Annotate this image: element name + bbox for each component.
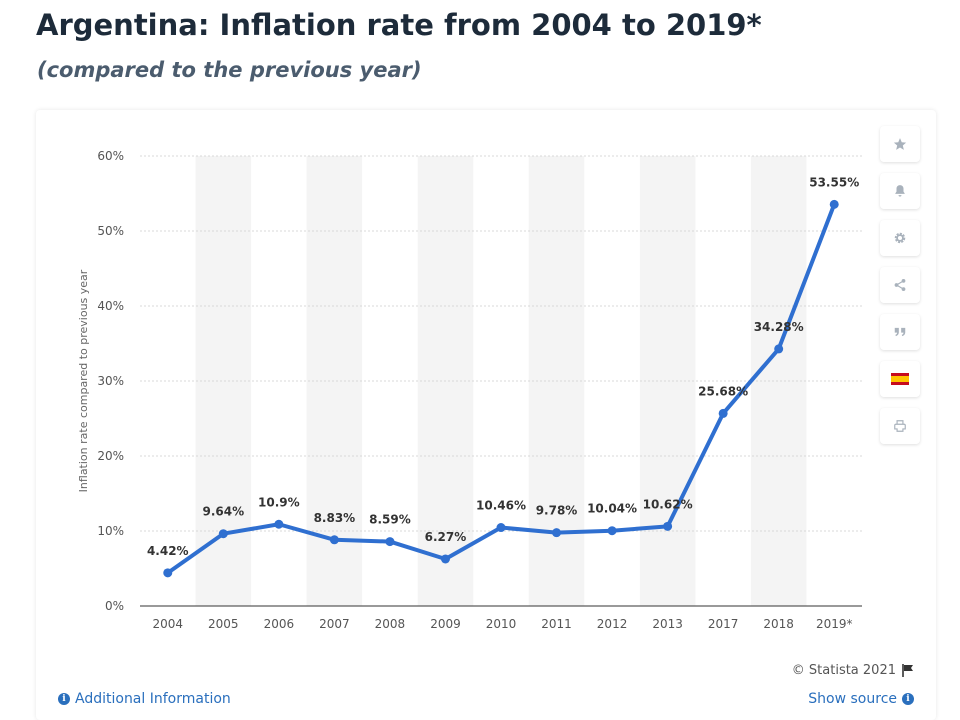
x-tick-label: 2009 [430, 617, 461, 631]
data-point[interactable] [329, 535, 339, 545]
favorite-button[interactable] [880, 126, 920, 162]
data-points [163, 199, 839, 578]
data-labels: 4.42% 9.64% 10.9% 8.83% 8.59% 6.27% 10.46% 9.78… [147, 175, 859, 557]
x-tick-label: 2010 [486, 617, 517, 631]
y-tick-label: 10% [97, 524, 124, 538]
x-tick-label: 2018 [763, 617, 794, 631]
data-point[interactable] [385, 537, 395, 547]
share-icon [894, 279, 906, 291]
info-icon: i [58, 693, 70, 705]
x-tick-label: 2012 [597, 617, 628, 631]
data-point[interactable] [774, 344, 784, 354]
x-tick-label: 2004 [152, 617, 183, 631]
x-tick-label: 2013 [652, 617, 683, 631]
quote-icon [894, 327, 906, 337]
data-point[interactable] [663, 521, 673, 531]
x-tick-label: 2005 [208, 617, 239, 631]
x-tick-label: 2011 [541, 617, 572, 631]
page-subtitle: (compared to the previous year) [37, 58, 422, 82]
data-point[interactable] [607, 526, 617, 536]
credits-text: © Statista 2021 [791, 663, 896, 678]
data-label: 10.04% [587, 502, 637, 516]
statista-credits[interactable]: © Statista 2021 [792, 663, 914, 678]
flag-icon [902, 664, 913, 677]
data-label: 8.83% [314, 511, 356, 525]
show-source-link[interactable]: Show source i [808, 691, 914, 707]
data-point[interactable] [218, 529, 228, 539]
y-tick-label: 40% [97, 299, 124, 313]
x-tick-label: 2007 [319, 617, 350, 631]
x-axis-ticks: 2004 2005 2006 2007 2008 2009 2010 2011 2012 2013… [152, 617, 852, 631]
data-label: 9.64% [202, 505, 244, 519]
column-band [750, 156, 807, 606]
additional-information-label: Additional Information [75, 691, 231, 707]
data-point[interactable] [718, 408, 728, 418]
settings-button[interactable] [880, 220, 920, 256]
bell-icon [895, 185, 905, 197]
info-icon: i [902, 693, 914, 705]
data-point[interactable] [829, 199, 839, 209]
additional-information-link[interactable]: i Additional Information [58, 691, 231, 707]
data-label: 4.42% [147, 544, 189, 558]
x-tick-label: 2019* [816, 617, 853, 631]
y-tick-label: 50% [97, 224, 124, 238]
star-icon [893, 138, 907, 150]
x-tick-label: 2017 [708, 617, 739, 631]
print-button[interactable] [880, 408, 920, 444]
data-label: 10.46% [476, 499, 526, 513]
data-point[interactable] [163, 568, 173, 578]
column-band [195, 156, 252, 606]
x-tick-label: 2008 [375, 617, 406, 631]
y-tick-label: 60% [97, 149, 124, 163]
gear-icon [894, 232, 906, 244]
page-title: Argentina: Inflation rate from 2004 to 2… [36, 8, 762, 42]
data-label: 34.28% [754, 320, 804, 334]
data-point[interactable] [274, 519, 284, 529]
language-button[interactable] [880, 361, 920, 397]
data-label: 53.55% [809, 175, 859, 189]
spain-flag-icon [891, 373, 909, 385]
data-label: 10.62% [643, 497, 693, 511]
data-label: 25.68% [698, 384, 748, 398]
y-tick-label: 20% [97, 449, 124, 463]
print-icon [894, 420, 906, 432]
chart-toolbar [880, 126, 920, 455]
y-tick-label: 0% [105, 599, 124, 613]
data-label: 9.78% [536, 504, 578, 518]
data-point[interactable] [552, 528, 562, 538]
y-axis-ticks: 0% 10% 20% 30% 40% 50% 60% [97, 149, 124, 613]
data-point[interactable] [496, 523, 506, 533]
y-axis-title: Inflation rate compared to previous year [77, 269, 90, 492]
data-label: 8.59% [369, 513, 411, 527]
share-button[interactable] [880, 267, 920, 303]
data-point[interactable] [440, 554, 450, 564]
data-label: 6.27% [425, 530, 467, 544]
data-label: 10.9% [258, 495, 300, 509]
cite-button[interactable] [880, 314, 920, 350]
notification-button[interactable] [880, 173, 920, 209]
show-source-label: Show source [808, 691, 897, 707]
x-tick-label: 2006 [264, 617, 295, 631]
y-tick-label: 30% [97, 374, 124, 388]
